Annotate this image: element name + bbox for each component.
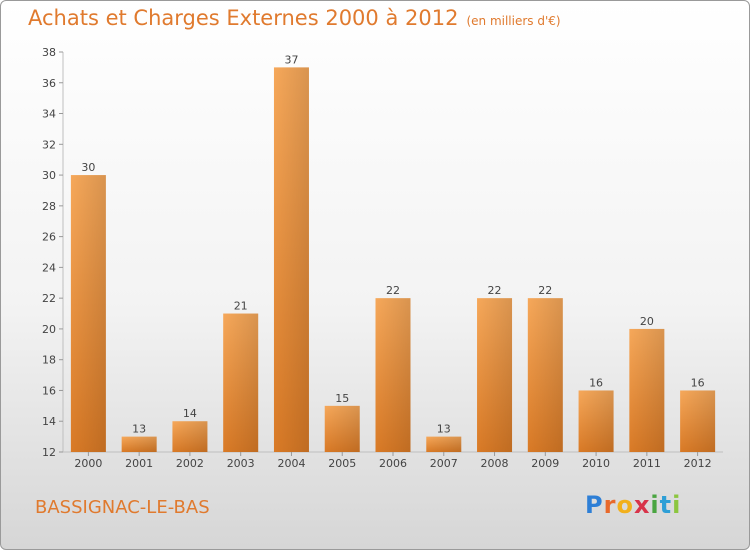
bar-value-label: 21	[234, 300, 248, 313]
x-tick-label: 2008	[481, 457, 509, 470]
bar-shade	[70, 175, 106, 453]
x-tick-label: 2002	[176, 457, 204, 470]
bar-shade	[426, 436, 462, 452]
bar-value-label: 22	[488, 284, 502, 297]
y-tick-label: 26	[42, 231, 56, 244]
y-tick-label: 32	[42, 138, 56, 151]
y-tick-label: 20	[42, 323, 56, 336]
bar-shade	[527, 298, 563, 452]
x-tick-label: 2007	[430, 457, 458, 470]
bar-shade	[223, 313, 259, 452]
chart-title: Achats et Charges Externes 2000 à 2012 (e…	[28, 6, 561, 30]
y-tick-label: 12	[42, 446, 56, 459]
y-tick-label: 18	[42, 354, 56, 367]
bar-value-label: 30	[81, 161, 95, 174]
bar-value-label: 22	[538, 284, 552, 297]
axes: 12 14 16 18 20 22 24 26 28 30 32 34 36 38 2000 2001 2002…	[42, 46, 723, 470]
bar-value-label: 14	[183, 407, 197, 420]
x-tick-label: 2001	[125, 457, 153, 470]
y-tick-label: 24	[42, 261, 56, 274]
x-tick-label: 2010	[582, 457, 610, 470]
bar-shade	[324, 405, 360, 452]
proxiti-logo[interactable]: Proxiti	[585, 491, 682, 519]
x-tick-label: 2009	[531, 457, 559, 470]
y-tick-label: 28	[42, 200, 56, 213]
x-tick-label: 2000	[74, 457, 102, 470]
x-tick-label: 2005	[328, 457, 356, 470]
y-tick-label: 38	[42, 46, 56, 59]
bar-value-label: 20	[640, 315, 654, 328]
x-tick-label: 2004	[277, 457, 305, 470]
bar-value-label: 16	[589, 376, 603, 389]
bar-shade	[680, 390, 716, 452]
bar-value-label: 15	[335, 392, 349, 405]
x-tick-label: 2012	[684, 457, 712, 470]
y-tick-label: 14	[42, 415, 56, 428]
x-tick-label: 2003	[227, 457, 255, 470]
bar-value-label: 22	[386, 284, 400, 297]
x-tick-label: 2011	[633, 457, 661, 470]
y-tick-label: 30	[42, 169, 56, 182]
bar-value-label: 16	[691, 376, 705, 389]
bar-shade	[477, 298, 513, 452]
bar-shade	[629, 328, 665, 452]
y-tick-label: 36	[42, 77, 56, 90]
y-tick-label: 34	[42, 108, 56, 121]
chart-title-text: Achats et Charges Externes 2000 à 2012	[28, 6, 459, 30]
bar-value-label: 13	[132, 423, 146, 436]
bar-shade	[121, 436, 157, 452]
bar-value-label: 37	[284, 53, 298, 66]
bar-value-label: 13	[437, 423, 451, 436]
chart-subtitle: (en milliers d'€)	[466, 14, 561, 28]
bar-shade	[578, 390, 614, 452]
bars: 30 13 14 21 37 15 22 13 22 22 16 20 16	[70, 53, 716, 453]
bar-shade	[375, 298, 411, 452]
y-tick-label: 22	[42, 292, 56, 305]
bar-shade	[172, 421, 208, 452]
commune-name: BASSIGNAC-LE-BAS	[35, 497, 210, 518]
x-tick-label: 2006	[379, 457, 407, 470]
bar-shade	[273, 67, 309, 452]
y-tick-label: 16	[42, 384, 56, 397]
